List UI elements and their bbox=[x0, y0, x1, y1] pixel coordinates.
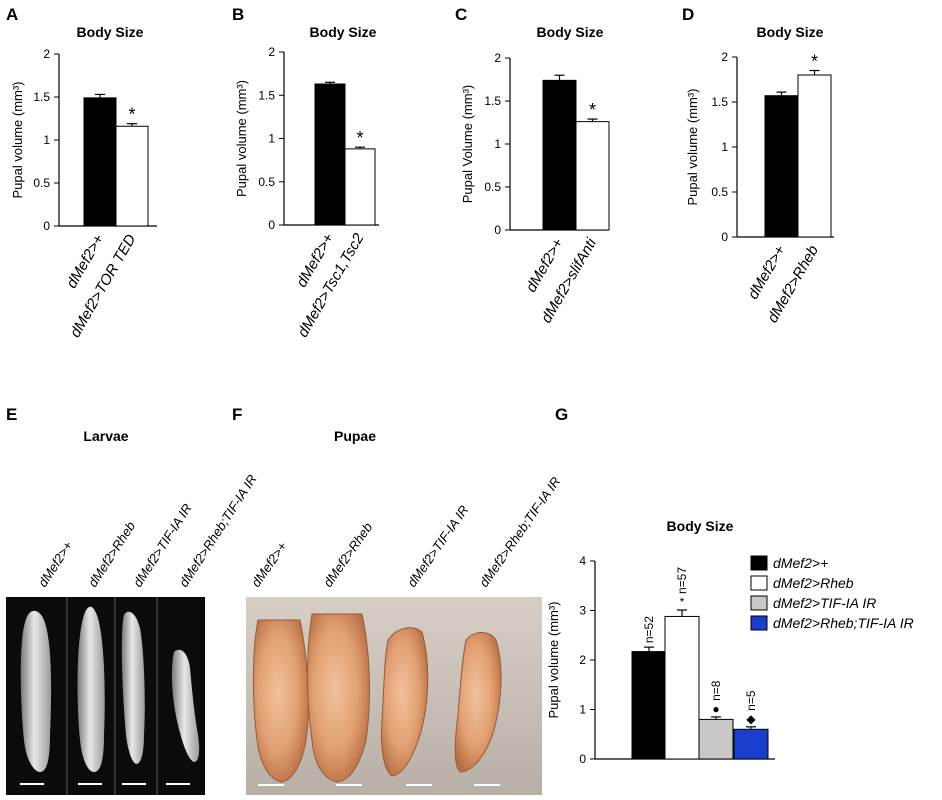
chart-c-ytick-label: 0 bbox=[494, 223, 501, 237]
chart-b-title: Body Size bbox=[310, 24, 377, 40]
pupae-panel: Pupae dMef2>+ dMef2>Rheb dMef2>TIF-IA IR… bbox=[246, 428, 563, 795]
chart-d-ytick-label: 0 bbox=[721, 230, 728, 244]
chart-g-legend-label: dMef2>Rheb bbox=[773, 575, 854, 591]
chart-b-ylabel: Pupal volume (mm³) bbox=[234, 80, 249, 197]
larvae-panel: Larvae dMef2>+ dMef2>Rheb dMef2>TIF-IA I… bbox=[6, 428, 260, 795]
chart-g-bar bbox=[733, 728, 769, 760]
chart-d-ytick-label: 1 bbox=[721, 140, 728, 154]
chart-c-ylabel: Pupal Volume (mm³) bbox=[460, 85, 475, 203]
chart-g-bar bbox=[698, 718, 734, 760]
chart-d-ytick-label: 0.5 bbox=[711, 185, 728, 199]
chart-d-ylabel: Pupal volume (mm³) bbox=[685, 88, 700, 205]
chart-c-ytick-label: 0.5 bbox=[484, 180, 501, 194]
chart-g-ytick-label: 3 bbox=[579, 604, 586, 618]
chart-g-legend-swatch bbox=[750, 595, 768, 611]
chart-g-legend-label: dMef2>+ bbox=[773, 555, 828, 571]
chart-a-ytick-label: 1.5 bbox=[33, 90, 50, 104]
larvae-title: Larvae bbox=[83, 428, 128, 444]
pupae-label-3: dMef2>TIF-IA IR bbox=[404, 503, 471, 590]
chart-g-ytick-label: 4 bbox=[579, 554, 586, 568]
chart-a-ytick-label: 0.5 bbox=[33, 176, 50, 190]
chart-a-bar bbox=[83, 97, 117, 227]
chart-b-ytick-label: 0.5 bbox=[258, 175, 275, 189]
chart-g-ytick-label: 0 bbox=[579, 752, 586, 766]
chart-d-ytick-label: 1.5 bbox=[711, 95, 728, 109]
chart-b-ytick-label: 0 bbox=[268, 218, 275, 232]
chart-a-significance: * bbox=[128, 105, 135, 125]
chart-g-ytick-label: 1 bbox=[579, 703, 586, 717]
pupa-1 bbox=[252, 619, 309, 783]
chart-b-ytick-label: 1.5 bbox=[258, 88, 275, 102]
chart-d-bar bbox=[797, 74, 832, 238]
chart-g-legend-swatch bbox=[750, 575, 768, 591]
chart-a-ytick-label: 0 bbox=[43, 219, 50, 233]
chart-c-bar bbox=[542, 79, 577, 231]
chart-g-bar bbox=[631, 651, 667, 760]
pupae-label-2: dMef2>Rheb bbox=[320, 520, 375, 590]
chart-g-n-label: n=5 bbox=[744, 690, 758, 711]
chart-g-n-label: n=57 bbox=[675, 567, 689, 594]
chart-a-bar bbox=[115, 125, 149, 227]
panel-letter-e: E bbox=[6, 405, 17, 424]
chart-b-significance: * bbox=[356, 128, 363, 148]
pupae-label-1: dMef2>+ bbox=[248, 539, 290, 590]
chart-b-ytick-label: 2 bbox=[268, 45, 275, 59]
chart-g-legend-swatch bbox=[750, 555, 768, 571]
chart-d-bar bbox=[764, 95, 799, 238]
chart-g-legend-swatch bbox=[750, 615, 768, 631]
chart-a-ylabel: Pupal volume (mm³) bbox=[10, 81, 25, 198]
panel-letter-b: B bbox=[232, 5, 244, 24]
chart-g-n-label: n=52 bbox=[642, 616, 656, 643]
larva-2 bbox=[77, 606, 105, 772]
chart-g-marker: ● bbox=[712, 702, 719, 716]
larva-1 bbox=[20, 610, 52, 772]
chart-g-legend-label: dMef2>Rheb;TIF-IA IR bbox=[773, 615, 914, 631]
larvae-label-4: dMef2>Rheb;TIF-IA IR bbox=[176, 472, 260, 590]
chart-c-significance: * bbox=[589, 100, 596, 120]
panel-letter-a: A bbox=[6, 5, 18, 24]
chart-b-ytick-label: 1 bbox=[268, 132, 275, 146]
chart-c-bar bbox=[575, 121, 610, 231]
pupae-label-4: dMef2>Rheb;TIF-IA IR bbox=[476, 474, 563, 590]
chart-g-marker: * bbox=[680, 595, 685, 609]
chart-d-ytick-label: 2 bbox=[721, 50, 728, 64]
panel-letter-c: C bbox=[455, 5, 467, 24]
panel-letter-d: D bbox=[682, 5, 694, 24]
larvae-label-2: dMef2>Rheb bbox=[85, 519, 138, 590]
chart-g-ytick-label: 2 bbox=[579, 653, 586, 667]
pupae-title: Pupae bbox=[334, 428, 376, 444]
chart-g-title: Body Size bbox=[667, 518, 734, 534]
chart-g-n-label: n=8 bbox=[709, 680, 723, 701]
pupa-3 bbox=[381, 627, 429, 777]
chart-d-title: Body Size bbox=[757, 24, 824, 40]
chart-c-ytick-label: 1 bbox=[494, 137, 501, 151]
chart-g-bar bbox=[664, 615, 700, 760]
chart-c-ytick-label: 1.5 bbox=[484, 94, 501, 108]
chart-a-title: Body Size bbox=[77, 24, 144, 40]
pupa-4 bbox=[454, 632, 502, 773]
panel-letter-g: G bbox=[555, 405, 568, 424]
larvae-label-1: dMef2>+ bbox=[35, 538, 76, 590]
chart-d-significance: * bbox=[811, 52, 818, 72]
pupa-2 bbox=[307, 613, 370, 783]
chart-a-ytick-label: 2 bbox=[43, 47, 50, 61]
chart-g-marker: ◆ bbox=[746, 712, 756, 726]
chart-b-bar bbox=[314, 83, 346, 226]
larva-3 bbox=[121, 611, 145, 764]
chart-b-bar bbox=[344, 148, 376, 226]
larva-4 bbox=[171, 649, 200, 762]
chart-c-ytick-label: 2 bbox=[494, 51, 501, 65]
panel-letter-f: F bbox=[232, 405, 242, 424]
chart-a-ytick-label: 1 bbox=[43, 133, 50, 147]
chart-g-ylabel: Pupal volume (mm³) bbox=[546, 601, 561, 718]
chart-c-title: Body Size bbox=[537, 24, 604, 40]
chart-g-legend-label: dMef2>TIF-IA IR bbox=[773, 595, 876, 611]
